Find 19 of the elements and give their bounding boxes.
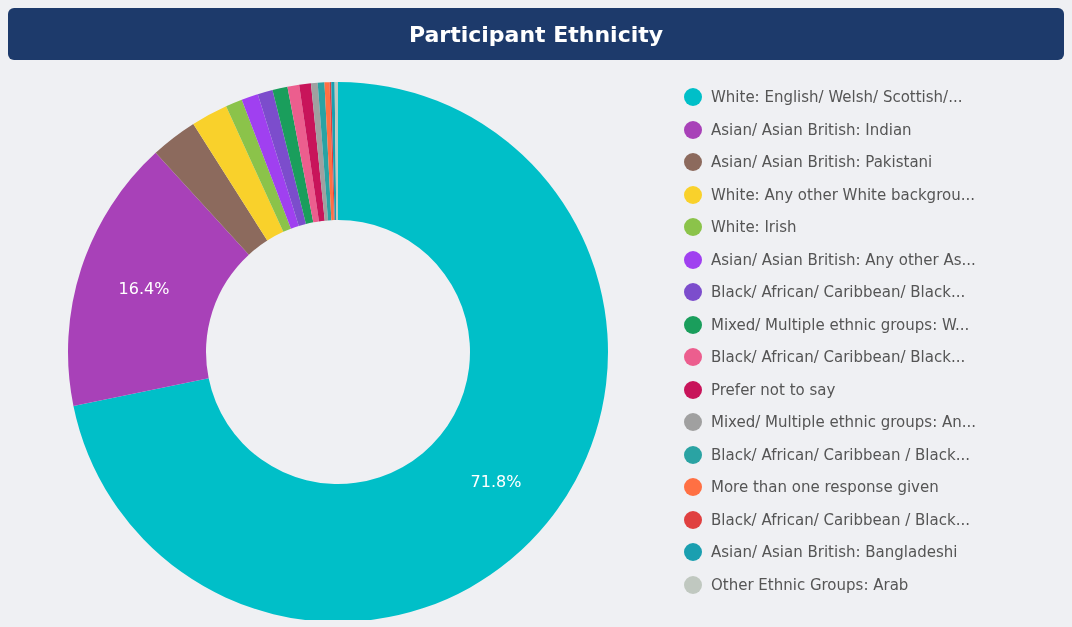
chart-title: Participant Ethnicity <box>8 8 1064 60</box>
legend-label: Mixed/ Multiple ethnic groups: W... <box>711 315 970 334</box>
data-label: 16.4% <box>118 279 170 299</box>
legend-label: Asian/ Asian British: Indian <box>711 120 912 139</box>
legend-label: Black/ African/ Caribbean/ Black... <box>711 348 966 367</box>
legend-label: White: English/ Welsh/ Scottish/... <box>711 88 963 107</box>
legend-label: White: Irish <box>711 218 797 237</box>
legend-label: Other Ethnic Groups: Arab <box>711 575 909 594</box>
legend-label: White: Any other White backgrou... <box>711 185 975 204</box>
legend-label: Asian/ Asian British: Bangladeshi <box>711 543 958 562</box>
legend-label: Mixed/ Multiple ethnic groups: An... <box>711 413 977 432</box>
legend-label: More than one response given <box>711 478 939 497</box>
legend-label: Black/ African/ Caribbean / Black... <box>711 510 970 529</box>
legend-label: Asian/ Asian British: Pakistani <box>711 153 933 172</box>
legend-label: Black/ African/ Caribbean/ Black... <box>711 283 966 302</box>
data-label: 71.8% <box>470 471 522 491</box>
legend-label: Prefer not to say <box>711 380 836 399</box>
legend-label: Asian/ Asian British: Any other As... <box>711 250 976 269</box>
legend-label: Black/ African/ Caribbean / Black... <box>711 445 970 464</box>
